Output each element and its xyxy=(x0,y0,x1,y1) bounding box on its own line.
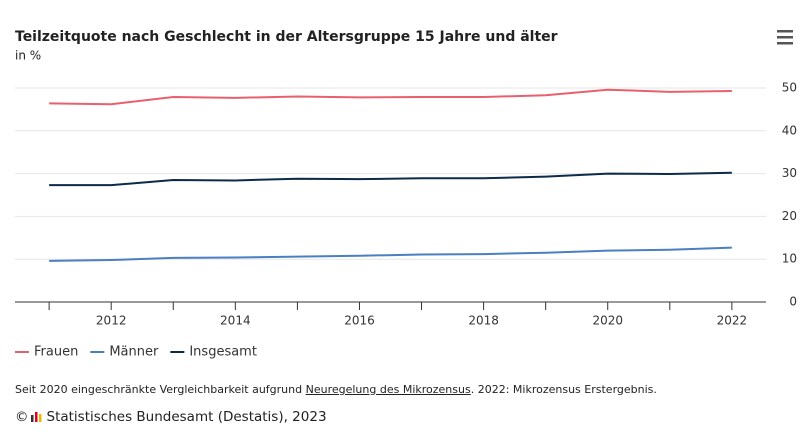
footnote: Seit 2020 eingeschränkte Vergleichbarkei… xyxy=(15,383,657,396)
menu-bar[interactable] xyxy=(777,30,793,33)
x-tick-label: 2014 xyxy=(220,314,251,328)
copyright: © xyxy=(15,409,29,425)
series-line xyxy=(49,171,732,187)
logo-bar xyxy=(34,412,37,422)
x-tick-label: 2020 xyxy=(592,314,623,328)
y-tick-label: 40 xyxy=(782,123,797,137)
y-tick-label: 30 xyxy=(782,166,797,180)
y-tick-label: 10 xyxy=(782,252,797,266)
source: © Statistisches Bundesamt (Destatis), 202… xyxy=(15,409,327,425)
legend-item[interactable]: Insgesamt xyxy=(170,345,257,360)
legend-item[interactable]: Frauen xyxy=(15,345,78,360)
footnote-text: Seit 2020 eingeschränkte Vergleichbarkei… xyxy=(15,383,306,396)
logo xyxy=(30,412,41,422)
footnote-link[interactable]: Neuregelung des Mikrozensus xyxy=(305,383,471,396)
legend-label[interactable]: Insgesamt xyxy=(189,345,257,360)
x-tick-label: 2012 xyxy=(96,314,127,328)
x-tick-label: 2022 xyxy=(717,314,748,328)
logo-bar xyxy=(30,415,33,422)
menu-bar[interactable] xyxy=(777,36,793,39)
chart-subtitle: in % xyxy=(15,49,41,63)
legend-item[interactable]: Männer xyxy=(90,345,159,360)
y-tick-label: 50 xyxy=(782,81,797,95)
x-tick-label: 2016 xyxy=(344,314,375,328)
series-line xyxy=(49,246,732,262)
footnote-text: . 2022: Mikrozensus Erstergebnis. xyxy=(470,383,657,396)
menu-button[interactable] xyxy=(777,30,793,45)
chart: Teilzeitquote nach Geschlecht in der Alt… xyxy=(15,29,797,360)
series-line xyxy=(49,88,732,106)
legend-label[interactable]: Männer xyxy=(109,345,159,360)
logo-bar xyxy=(38,414,41,422)
x-tick-label: 2018 xyxy=(468,314,499,328)
legend-label[interactable]: Frauen xyxy=(34,345,78,360)
y-tick-label: 20 xyxy=(782,209,797,223)
y-tick-label: 0 xyxy=(789,295,797,309)
source-text: Statistisches Bundesamt (Destatis), 2023 xyxy=(46,409,327,425)
menu-bar[interactable] xyxy=(777,42,793,45)
chart-title: Teilzeitquote nach Geschlecht in der Alt… xyxy=(15,29,558,45)
